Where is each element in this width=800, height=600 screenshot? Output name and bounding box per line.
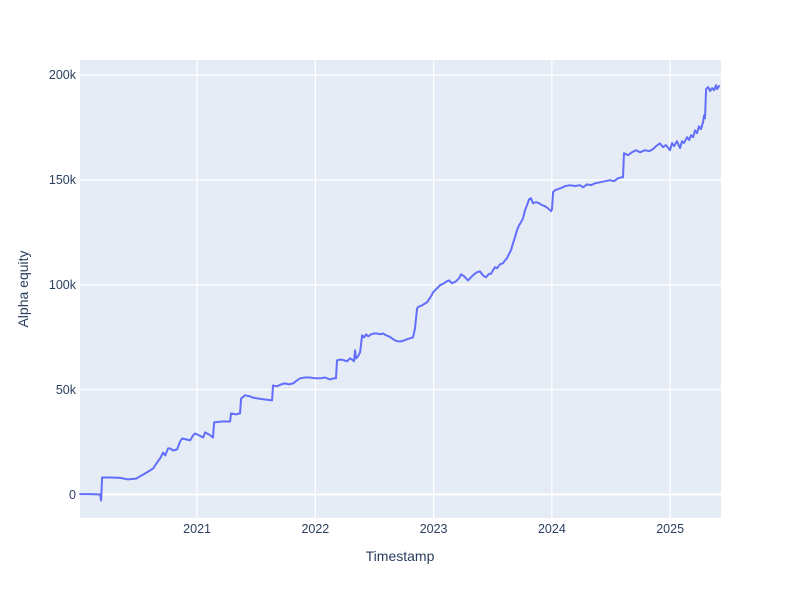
x-tick-label: 2022 xyxy=(301,522,330,536)
x-tick-label: 2024 xyxy=(537,522,566,536)
x-tick-label: 2023 xyxy=(419,522,448,536)
x-tick-label: 2021 xyxy=(183,522,211,536)
y-tick-label: 150k xyxy=(48,172,76,187)
y-tick-label: 200k xyxy=(48,68,76,83)
x-tick-label: 2025 xyxy=(656,522,685,536)
y-tick-label: 0 xyxy=(69,487,76,502)
y-tick-label: 50k xyxy=(55,382,76,397)
x-axis-title: Timestamp xyxy=(365,548,435,564)
plot-area[interactable] xyxy=(80,60,721,518)
equity-line-series[interactable] xyxy=(79,84,721,502)
y-tick-label: 100k xyxy=(48,277,76,292)
